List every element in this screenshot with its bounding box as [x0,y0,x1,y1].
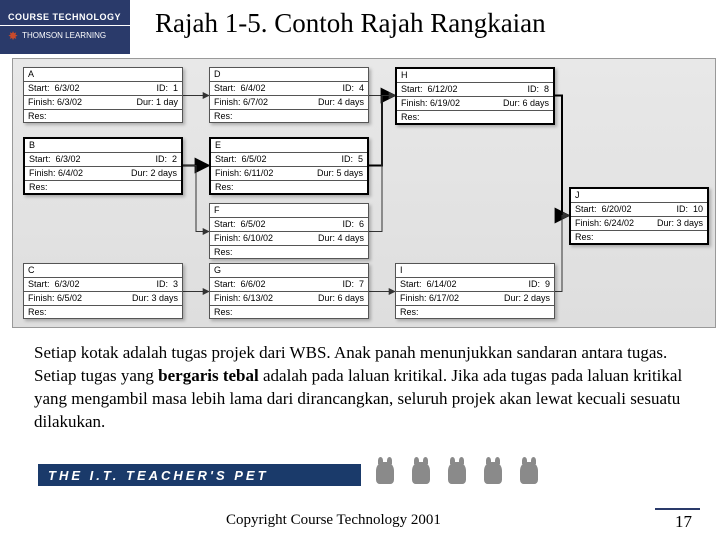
task-node-I: IStart: 6/14/02ID: 9Finish: 6/17/02Dur: … [395,263,555,319]
edge-E-H [369,96,395,166]
node-name: B [25,139,181,153]
node-finish-row: Finish: 6/24/02Dur: 3 days [571,217,707,231]
cat-icon [442,444,472,484]
cat-icon [370,444,400,484]
cat-icon [478,444,508,484]
edge-B-F [183,166,209,232]
node-start-row: Start: 6/4/02ID: 4 [210,82,368,96]
node-res-row: Res: [211,181,367,194]
node-res-row: Res: [571,231,707,244]
cat-icon [514,444,544,484]
page-number-rule [655,508,700,510]
node-res-row: Res: [24,110,182,123]
node-start-row: Start: 6/12/02ID: 8 [397,83,553,97]
pet-figures [370,444,544,484]
node-name: C [24,264,182,278]
node-finish-row: Finish: 6/4/02Dur: 2 days [25,167,181,181]
task-node-H: HStart: 6/12/02ID: 8Finish: 6/19/02Dur: … [395,67,555,125]
node-res-row: Res: [210,246,368,259]
edge-F-H [369,96,395,232]
node-name: G [210,264,368,278]
node-name: A [24,68,182,82]
node-start-row: Start: 6/14/02ID: 9 [396,278,554,292]
node-res-row: Res: [24,306,182,319]
node-name: H [397,69,553,83]
footer-banner-text: THE I.T. TEACHER'S PET [48,468,269,483]
copyright-text: Copyright Course Technology 2001 [226,512,441,529]
node-start-row: Start: 6/3/02ID: 1 [24,82,182,96]
task-node-E: EStart: 6/5/02ID: 5Finish: 6/11/02Dur: 5… [209,137,369,195]
node-finish-row: Finish: 6/17/02Dur: 2 days [396,292,554,306]
task-node-A: AStart: 6/3/02ID: 1Finish: 6/3/02Dur: 1 … [23,67,183,123]
cat-icon [406,444,436,484]
brand-logo: COURSE TECHNOLOGY ✸ THOMSON LEARNING [0,0,130,54]
node-res-row: Res: [396,306,554,319]
node-res-row: Res: [210,110,368,123]
page-title: Rajah 1-5. Contoh Rajah Rangkaian [155,8,546,39]
node-start-row: Start: 6/5/02ID: 5 [211,153,367,167]
edge-H-J [555,96,569,216]
node-name: F [210,204,368,218]
task-node-D: DStart: 6/4/02ID: 4Finish: 6/7/02Dur: 4 … [209,67,369,123]
star-icon: ✸ [8,29,18,43]
node-finish-row: Finish: 6/19/02Dur: 6 days [397,97,553,111]
task-node-C: CStart: 6/3/02ID: 3Finish: 6/5/02Dur: 3 … [23,263,183,319]
footer-banner: THE I.T. TEACHER'S PET [38,464,361,486]
node-res-row: Res: [397,111,553,124]
node-res-row: Res: [210,306,368,319]
task-node-G: GStart: 6/6/02ID: 7Finish: 6/13/02Dur: 6… [209,263,369,319]
task-node-J: JStart: 6/20/02ID: 10Finish: 6/24/02Dur:… [569,187,709,245]
node-start-row: Start: 6/3/02ID: 3 [24,278,182,292]
network-diagram: AStart: 6/3/02ID: 1Finish: 6/3/02Dur: 1 … [12,58,716,328]
node-finish-row: Finish: 6/10/02Dur: 4 days [210,232,368,246]
edge-I-J [555,216,569,292]
node-name: I [396,264,554,278]
logo-line3: THOMSON LEARNING [22,31,106,40]
node-name: J [571,189,707,203]
logo-line2: TECHNOLOGY [53,12,122,22]
node-res-row: Res: [25,181,181,194]
logo-line1: COURSE [8,12,50,22]
node-start-row: Start: 6/6/02ID: 7 [210,278,368,292]
node-start-row: Start: 6/3/02ID: 2 [25,153,181,167]
task-node-B: BStart: 6/3/02ID: 2Finish: 6/4/02Dur: 2 … [23,137,183,195]
node-finish-row: Finish: 6/3/02Dur: 1 day [24,96,182,110]
node-name: E [211,139,367,153]
node-finish-row: Finish: 6/11/02Dur: 5 days [211,167,367,181]
node-name: D [210,68,368,82]
node-start-row: Start: 6/5/02ID: 6 [210,218,368,232]
node-finish-row: Finish: 6/7/02Dur: 4 days [210,96,368,110]
description-text: Setiap kotak adalah tugas projek dari WB… [34,342,684,434]
task-node-F: FStart: 6/5/02ID: 6Finish: 6/10/02Dur: 4… [209,203,369,259]
node-finish-row: Finish: 6/13/02Dur: 6 days [210,292,368,306]
node-finish-row: Finish: 6/5/02Dur: 3 days [24,292,182,306]
page-number: 17 [675,512,692,532]
node-start-row: Start: 6/20/02ID: 10 [571,203,707,217]
